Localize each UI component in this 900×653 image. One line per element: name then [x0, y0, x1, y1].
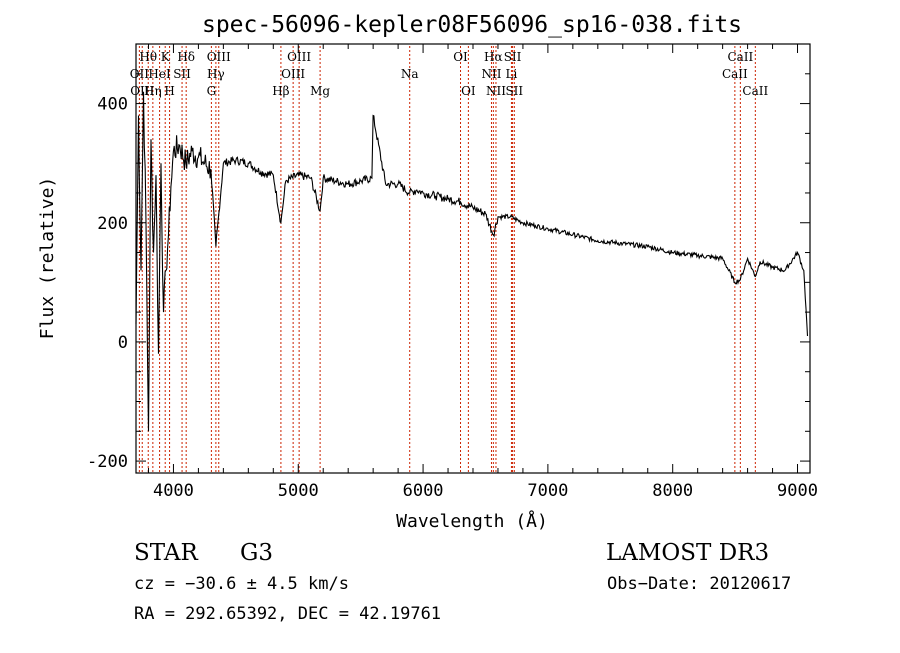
line-label-hγ: Hγ: [207, 67, 225, 81]
line-label-g: G: [207, 84, 217, 98]
y-tick-label: 0: [118, 333, 128, 353]
y-axis: -200 0 200 400: [87, 73, 810, 472]
x-tick-label: 4000: [153, 481, 194, 501]
line-label-sii: SII: [505, 84, 523, 98]
y-tick-label: 200: [97, 214, 128, 234]
object-class: STAR: [134, 540, 198, 566]
line-label-oiii: OIII: [130, 84, 154, 98]
line-label-hβ: Hβ: [272, 84, 289, 98]
spectrum-line: [135, 91, 809, 432]
y-tick-label: -200: [87, 452, 128, 472]
line-label-oi: OI: [453, 50, 468, 64]
x-tick-label: 5000: [278, 481, 319, 501]
x-tick-label: 8000: [652, 481, 693, 501]
line-label-oi: OI: [461, 84, 476, 98]
line-label-caii: CaII: [742, 84, 768, 98]
survey-name: LAMOST DR3: [606, 540, 770, 566]
x-tick-label: 6000: [403, 481, 444, 501]
line-label-hα: Hα: [484, 50, 503, 64]
redshift-velocity: cz = −30.6 ± 4.5 km/s: [134, 574, 349, 594]
line-label-sii: SII: [504, 50, 522, 64]
x-axis-label: Wavelength (Å): [396, 510, 548, 532]
line-label-hδ: Hδ: [177, 50, 195, 64]
line-label-oii: OII: [130, 67, 150, 81]
line-label-li: Li: [506, 67, 518, 81]
line-label-mg: Mg: [310, 84, 330, 98]
spectrum-series: [135, 91, 809, 432]
line-label-oiii: OIII: [207, 50, 231, 64]
line-label-na: Na: [401, 67, 419, 81]
line-label-hη: Hη: [144, 84, 162, 98]
coordinates: RA = 292.65392, DEC = 42.19761: [134, 604, 442, 624]
observation-date: Obs−Date: 20120617: [607, 574, 792, 594]
x-axis: 4000 5000 6000 7000 8000 9000: [147, 44, 818, 501]
spectral-subclass: G3: [240, 540, 274, 566]
y-axis-label: Flux (relative): [37, 177, 58, 340]
line-label-sii: SII: [173, 67, 191, 81]
line-label-h: H: [164, 84, 174, 98]
x-tick-label: 9000: [777, 481, 818, 501]
x-tick-label: 7000: [527, 481, 568, 501]
spectral-line-markers: [138, 46, 756, 473]
line-label-hθ: Hθ: [139, 50, 157, 64]
plot-frame: [135, 43, 811, 474]
line-label-caii: CaII: [722, 67, 748, 81]
line-label-nii: NII: [486, 84, 506, 98]
line-label-nii: NII: [481, 67, 501, 81]
line-label-oiii: OIII: [281, 67, 305, 81]
y-tick-label: 400: [97, 95, 128, 115]
line-label-k: K: [161, 50, 171, 64]
line-label-oiii: OIII: [287, 50, 311, 64]
line-label-hei: HeI: [148, 67, 171, 81]
line-label-caii: CaII: [727, 50, 753, 64]
chart-title: spec-56096-kepler08F56096_sp16-038.fits: [202, 12, 742, 38]
spectral-line-labels: Hθ OII OIII K HeI Hη H SII Hδ OIII Hγ G Hβ OIII OIII Mg…: [130, 50, 769, 98]
